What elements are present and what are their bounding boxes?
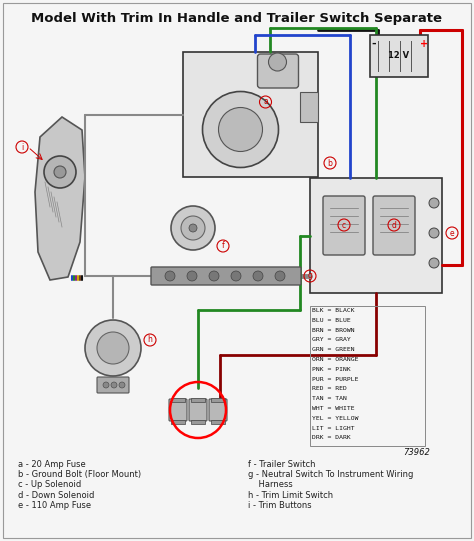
Text: 73962: 73962 [403,448,430,457]
Text: PNK = PINK: PNK = PINK [312,367,351,372]
Circle shape [165,271,175,281]
Circle shape [103,382,109,388]
Text: YEL = YELLOW: YEL = YELLOW [312,416,358,421]
Text: e - 110 Amp Fuse: e - 110 Amp Fuse [18,501,91,510]
Text: b: b [328,159,332,168]
Text: BLK = BLACK: BLK = BLACK [312,308,355,313]
Text: c - Up Solenoid: c - Up Solenoid [18,480,81,490]
FancyBboxPatch shape [171,398,185,402]
FancyBboxPatch shape [300,92,318,122]
FancyBboxPatch shape [169,399,187,421]
Circle shape [44,156,76,188]
Text: g: g [308,272,312,280]
FancyBboxPatch shape [257,54,299,88]
Text: WHT = WHITE: WHT = WHITE [312,406,355,411]
FancyBboxPatch shape [151,267,301,285]
Text: -: - [372,39,376,49]
Text: h - Trim Limit Switch: h - Trim Limit Switch [248,491,333,499]
FancyBboxPatch shape [171,420,185,424]
Text: i: i [21,142,23,151]
Text: g - Neutral Switch To Instrument Wiring: g - Neutral Switch To Instrument Wiring [248,470,413,479]
Text: +: + [420,39,428,49]
Text: PUR = PURPLE: PUR = PURPLE [312,377,358,381]
Text: LIT = LIGHT: LIT = LIGHT [312,426,355,431]
Text: TAN = TAN: TAN = TAN [312,396,347,401]
Circle shape [209,271,219,281]
Circle shape [181,216,205,240]
Text: DRK = DARK: DRK = DARK [312,436,351,440]
Text: Harness: Harness [248,480,293,490]
Circle shape [202,91,279,168]
Text: GRY = GRAY: GRY = GRAY [312,338,351,342]
Circle shape [219,108,263,151]
Circle shape [111,382,117,388]
FancyBboxPatch shape [310,178,442,293]
Circle shape [275,271,285,281]
Circle shape [97,332,129,364]
Text: c: c [342,221,346,229]
FancyBboxPatch shape [183,52,318,177]
Circle shape [85,320,141,376]
Text: ORN = ORANGE: ORN = ORANGE [312,357,358,362]
Text: a - 20 Amp Fuse: a - 20 Amp Fuse [18,460,86,469]
Text: b - Ground Bolt (Floor Mount): b - Ground Bolt (Floor Mount) [18,470,141,479]
Text: d: d [392,221,396,229]
Circle shape [119,382,125,388]
Text: h: h [147,335,153,345]
Text: Model With Trim In Handle and Trailer Switch Separate: Model With Trim In Handle and Trailer Sw… [31,12,443,25]
Circle shape [187,271,197,281]
FancyBboxPatch shape [209,399,227,421]
Circle shape [54,166,66,178]
FancyBboxPatch shape [97,377,129,393]
Circle shape [253,271,263,281]
Circle shape [429,228,439,238]
FancyBboxPatch shape [211,398,225,402]
Text: e: e [450,228,454,237]
FancyBboxPatch shape [211,420,225,424]
Circle shape [268,53,286,71]
Text: 12 V: 12 V [388,51,410,61]
FancyBboxPatch shape [373,196,415,255]
Text: BLU = BLUE: BLU = BLUE [312,318,351,323]
Text: a: a [263,97,268,107]
Text: d - Down Solenoid: d - Down Solenoid [18,491,94,499]
Text: GRN = GREEN: GRN = GREEN [312,347,355,352]
Circle shape [429,198,439,208]
Circle shape [189,224,197,232]
Text: f - Trailer Switch: f - Trailer Switch [248,460,316,469]
FancyBboxPatch shape [191,420,205,424]
Text: i - Trim Buttons: i - Trim Buttons [248,501,311,510]
Circle shape [429,258,439,268]
Text: RED = RED: RED = RED [312,386,347,391]
Polygon shape [35,117,85,280]
FancyBboxPatch shape [370,35,428,77]
Text: f: f [222,241,224,250]
FancyBboxPatch shape [323,196,365,255]
Circle shape [231,271,241,281]
Text: BRN = BROWN: BRN = BROWN [312,328,355,333]
Circle shape [171,206,215,250]
FancyBboxPatch shape [191,398,205,402]
FancyBboxPatch shape [189,399,207,421]
